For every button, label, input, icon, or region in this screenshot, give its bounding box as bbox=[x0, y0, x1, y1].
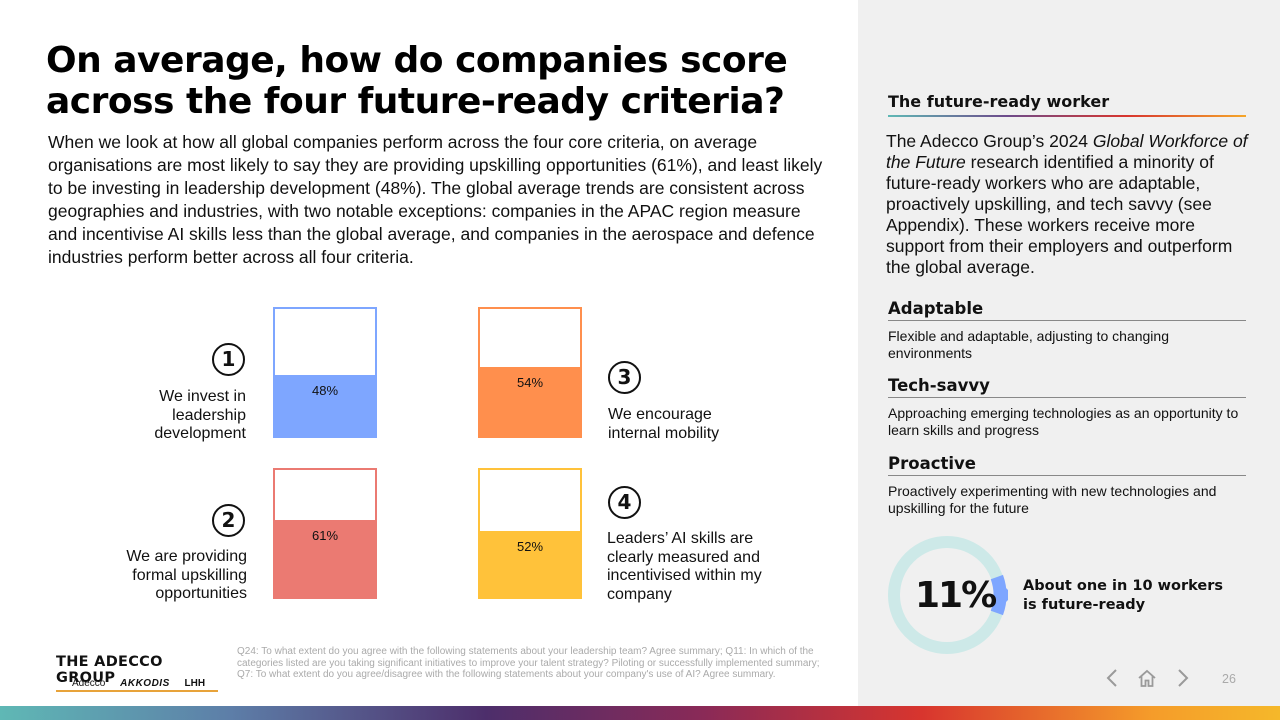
gauge-fill bbox=[480, 531, 580, 597]
intro-text-start: The Adecco Group’s 2024 bbox=[886, 131, 1093, 151]
report-title: Global Workforce of the Future bbox=[886, 131, 1248, 172]
gauge-fill bbox=[275, 375, 375, 436]
donut-pointer bbox=[1004, 586, 1008, 604]
criterion-label-leadership: We invest in leadership development bbox=[154, 388, 246, 442]
sidebar-intro: The Adecco Group’s 2024 Global Workforce… bbox=[886, 131, 1248, 278]
intro-paragraph: When we look at how all global companies… bbox=[48, 132, 823, 267]
donut-highlight-arc bbox=[990, 574, 1007, 616]
gauge-percent-label: 54% bbox=[516, 375, 544, 390]
trait-description-tech-savvy: Approaching emerging technologies as an … bbox=[888, 405, 1239, 438]
gauge-upskilling: 61% bbox=[273, 468, 377, 599]
adecco-group-logo: THE ADECCO GROUP bbox=[56, 654, 218, 692]
gauge-percent-label: 61% bbox=[311, 528, 339, 543]
trait-description-adaptable: Flexible and adaptable, adjusting to cha… bbox=[888, 328, 1169, 361]
gauge-leadership: 48% bbox=[273, 307, 377, 438]
page-title: On average, how do companies score acros… bbox=[46, 40, 788, 122]
criterion-number-2: 2 bbox=[212, 504, 245, 537]
trait-heading-tech-savvy: Tech-savvy bbox=[888, 376, 1246, 398]
brand-gradient-bar bbox=[0, 706, 1280, 720]
brand-list: Adecco AKKODIS LHH bbox=[72, 678, 217, 689]
future-ready-donut bbox=[888, 536, 1008, 654]
brand-akkodis: AKKODIS bbox=[120, 678, 170, 689]
criterion-label-ai-skills: Leaders’ AI skills are clearly measured … bbox=[607, 530, 762, 603]
brand-lhh: LHH bbox=[184, 678, 206, 689]
criterion-label-upskilling: We are providing formal upskilling oppor… bbox=[126, 548, 247, 602]
gauge-percent-label: 52% bbox=[516, 539, 544, 554]
criterion-label-mobility: We encourage internal mobility bbox=[608, 406, 720, 442]
trait-heading-adaptable: Adaptable bbox=[888, 299, 1246, 321]
gauge-fill bbox=[275, 520, 375, 597]
criterion-number-3: 3 bbox=[608, 361, 641, 394]
criterion-number-1: 1 bbox=[212, 343, 245, 376]
criterion-number-4: 4 bbox=[608, 486, 641, 519]
trait-heading-proactive: Proactive bbox=[888, 454, 1246, 476]
gauge-internal-mobility: 54% bbox=[478, 307, 582, 438]
gauge-ai-skills: 52% bbox=[478, 468, 582, 599]
page-number: 26 bbox=[1222, 672, 1236, 686]
intro-text-end: research identified a minority of future… bbox=[886, 152, 1233, 277]
gauge-fill bbox=[480, 367, 580, 436]
survey-footnote: Q24: To what extent do you agree with th… bbox=[237, 646, 820, 680]
brand-adecco: Adecco bbox=[72, 678, 106, 689]
stat-value: 11% bbox=[915, 575, 997, 616]
home-icon[interactable] bbox=[1135, 666, 1159, 690]
sidebar-panel bbox=[858, 0, 1280, 706]
sidebar-title: The future-ready worker bbox=[888, 92, 1110, 111]
gauge-percent-label: 48% bbox=[311, 383, 339, 398]
chevron-left-icon[interactable] bbox=[1101, 666, 1125, 690]
sidebar-title-rule bbox=[888, 115, 1246, 117]
trait-description-proactive: Proactively experimenting with new techn… bbox=[888, 483, 1217, 516]
chevron-right-icon[interactable] bbox=[1170, 666, 1194, 690]
stat-caption: About one in 10 workers is future-ready bbox=[1023, 578, 1223, 613]
